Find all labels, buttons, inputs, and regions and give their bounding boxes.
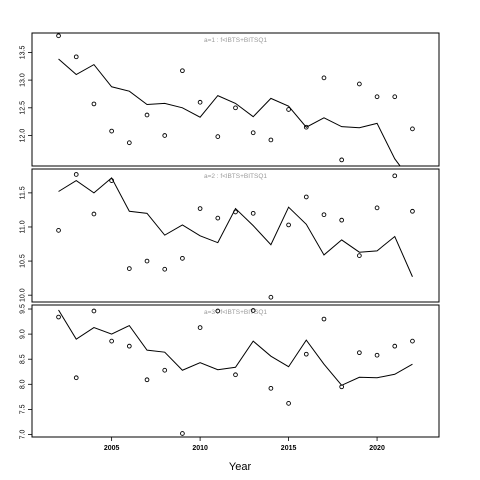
panel-frame (31, 32, 440, 167)
observed-point (197, 99, 203, 105)
observed-point (250, 130, 256, 136)
y-tick-label: 9.0 (20, 329, 27, 339)
x-tick-label: 2015 (281, 445, 297, 452)
observed-point (91, 308, 97, 314)
observed-point (392, 343, 398, 349)
observed-point (233, 209, 238, 215)
observed-point (321, 212, 327, 218)
observed-point (357, 350, 362, 356)
observed-point (144, 112, 150, 118)
observed-point (268, 294, 274, 300)
observed-point (268, 137, 274, 143)
y-tick-label: 13.5 (20, 45, 27, 59)
observed-point (392, 173, 398, 179)
observed-point (162, 266, 168, 272)
y-tick-label: 11.0 (20, 220, 27, 233)
observed-point (91, 211, 97, 217)
y-tick-label: 12.0 (20, 129, 27, 143)
observed-point (126, 343, 132, 349)
observed-point (374, 94, 380, 100)
observed-point (233, 372, 238, 378)
observed-point (109, 128, 114, 134)
observed-point (73, 172, 79, 177)
observed-point (339, 384, 345, 390)
x-axis: 2005 2010 2015 2020 (104, 436, 385, 452)
observed-point (109, 178, 114, 183)
observed-point (215, 215, 221, 221)
panel-2: a=2 : f<lBTS+BITSQ1 10.0 10.5 11.0 11.5 (20, 168, 440, 303)
observed-point (180, 255, 185, 261)
y-tick-label: 10.0 (20, 288, 27, 302)
observed-point (162, 367, 168, 373)
panel-frame (31, 168, 440, 303)
observed-point (109, 338, 114, 344)
y-tick-label: 12.5 (20, 101, 27, 115)
observed-point (357, 253, 362, 258)
panel-title: a=2 : f<lBTS+BITSQ1 (204, 173, 267, 180)
y-tick-label: 11.5 (20, 186, 27, 199)
observed-point (303, 194, 309, 200)
panel-title: a=1 : f<lBTS+BITSQ1 (204, 37, 267, 44)
observed-point (268, 385, 274, 391)
y-tick-label: 8.0 (20, 379, 27, 389)
x-tick-label: 2010 (192, 445, 208, 452)
observed-point (374, 205, 380, 211)
observed-point (126, 140, 132, 146)
fitted-series-line (58, 177, 413, 277)
observed-point (162, 133, 168, 138)
y-tick-label: 10.5 (20, 254, 27, 268)
fitted-series-line (58, 309, 413, 386)
observed-point (339, 217, 345, 223)
x-axis-title: Year (229, 461, 252, 473)
observed-point (303, 124, 309, 130)
observed-point (126, 266, 132, 271)
observed-point (180, 68, 185, 74)
observed-point (321, 316, 327, 322)
observed-point (73, 375, 79, 381)
observed-point (197, 325, 203, 330)
observed-point (286, 222, 291, 228)
observed-point (410, 208, 415, 214)
observed-point (392, 94, 398, 100)
observed-point (180, 431, 185, 436)
observed-point (410, 126, 415, 132)
panel-title: a=3 : f<lBTS+BITSQ1 (204, 309, 267, 316)
observed-point (233, 105, 238, 111)
observed-point (250, 308, 256, 313)
observed-point (250, 210, 256, 216)
observed-point (197, 206, 203, 211)
fitted-series-line (58, 58, 401, 166)
observed-point (73, 54, 79, 60)
observed-point (215, 308, 221, 314)
observed-point (144, 258, 150, 264)
observed-point (56, 314, 61, 320)
observed-point (144, 377, 150, 383)
observed-point (374, 352, 380, 358)
y-tick-label: 13.0 (20, 73, 27, 87)
panel-1: a=1 : f<lBTS+BITSQ1 12.0 12.5 13.0 13.5 (20, 32, 440, 167)
observed-point (56, 33, 61, 39)
observed-point (303, 351, 309, 357)
observed-point (215, 134, 221, 139)
y-tick-label: 7.5 (20, 404, 27, 414)
observed-point (339, 157, 345, 163)
y-tick-label: 9.5 (20, 304, 27, 314)
observed-point (321, 75, 327, 81)
observed-point (286, 401, 291, 406)
observed-point (357, 81, 362, 87)
observed-point (410, 338, 415, 344)
observed-point (91, 101, 97, 107)
panels-container: a=1 : f<lBTS+BITSQ1 12.0 12.5 13.0 13.5 a=2 :… (20, 32, 440, 440)
y-tick-label: 7.0 (20, 430, 27, 440)
observed-point (286, 107, 291, 112)
y-tick-label: 8.5 (20, 354, 27, 364)
x-tick-label: 2005 (104, 445, 120, 452)
x-tick-label: 2020 (369, 445, 385, 452)
observed-point (56, 228, 61, 233)
